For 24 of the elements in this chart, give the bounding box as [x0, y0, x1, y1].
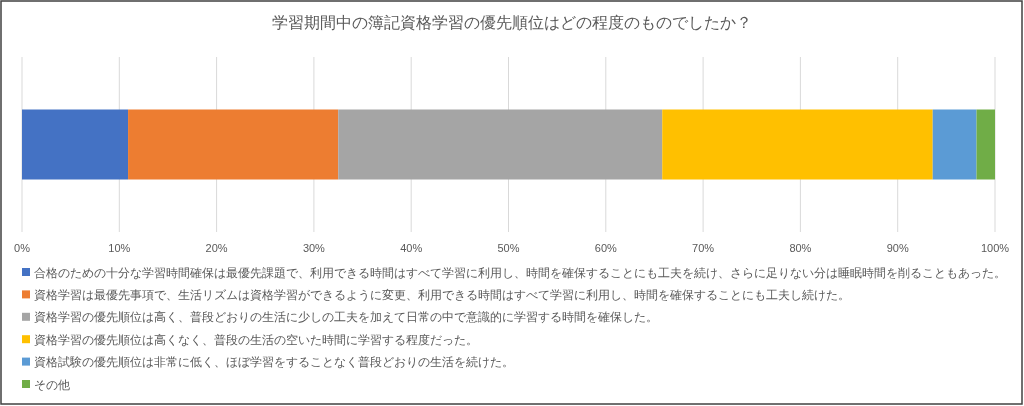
bar	[22, 109, 129, 180]
bar	[338, 109, 663, 180]
chart-title: 学習期間中の簿記資格学習の優先順位はどの程度のものでしたか？	[272, 14, 752, 31]
bar	[976, 109, 995, 180]
legend-label: その他	[34, 378, 70, 392]
x-tick-label: 30%	[302, 242, 326, 254]
legend-label: 合格のための十分な学習時間確保は最優先課題で、利用できる時間はすべて学習に利用し、時間を確保することにも工夫を続け、さらに足りない分は睡眠時間を削ることもあった。	[34, 266, 1006, 280]
x-tick-label: 60%	[594, 242, 618, 254]
bar	[662, 109, 933, 180]
x-tick-label: 20%	[205, 242, 228, 254]
x-tick-label: 0%	[14, 242, 31, 254]
legend-label: 資格学習の優先順位は高く、普段どおりの生活に少しの工夫を加えて日常の中で意識的に学習する時間を確保した。	[34, 310, 658, 325]
bar	[932, 109, 977, 180]
x-tick-label: 80%	[789, 242, 812, 254]
bar	[128, 109, 339, 180]
x-tick-label: 70%	[692, 242, 715, 254]
x-tick-label: 90%	[886, 242, 909, 254]
x-tick-label: 50%	[497, 242, 520, 254]
legend-label: 資格学習の優先順位は高くなく、普段の生活の空いた時間に学習する程度だった。	[34, 332, 478, 347]
x-tick-label: 40%	[400, 242, 423, 254]
x-tick-label: 10%	[108, 242, 131, 254]
legend-label: 資格試験の優先順位は非常に低く、ほぼ学習をすることなく普段どおりの生活を続けた。	[34, 355, 514, 370]
x-tick-label: 100%	[980, 242, 1010, 254]
legend-label: 資格学習は最優先事項で、生活リズムは資格学習ができるように変更、利用できる時間はすべて学習に利用し、時間を確保することにも工夫し続けた。	[34, 287, 850, 302]
